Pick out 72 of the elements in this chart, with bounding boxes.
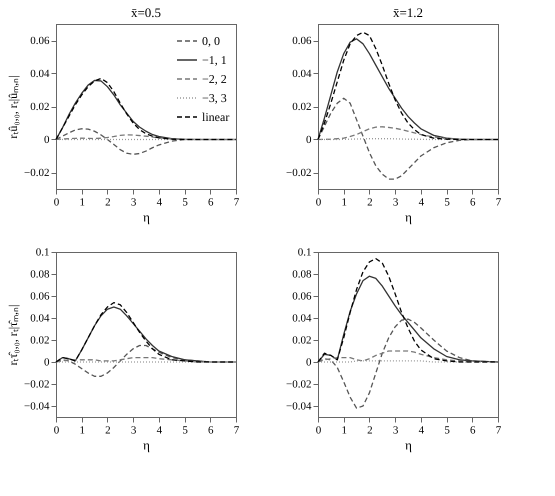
y-tick-label: 0.02 [30,334,50,346]
y-tick-label: 0.06 [292,35,312,47]
line-series [317,276,499,363]
x-tick-label: 2 [367,424,373,436]
x-tick-label: 2 [105,196,111,208]
x-axis-title: η [143,438,150,452]
x-tick-label: 5 [444,424,450,436]
x-tick-label: 5 [444,196,450,208]
x-tick-label: 2 [105,424,111,436]
x-tick-label: 5 [182,196,188,208]
y-tick-label: −0.02 [24,378,50,390]
x-tick-label: 2 [367,196,373,208]
y-tick-label: 0.06 [292,290,312,302]
x-tick-label: 0 [316,196,322,208]
y-tick-label: 0.04 [30,68,50,80]
x-axis-title: η [405,210,412,224]
y-tick-label: −0.04 [286,400,312,412]
x-tick-label: 1 [79,196,85,208]
y-tick-label: 0.06 [30,35,50,47]
x-tick-label: 7 [496,196,502,208]
y-tick-label: 0.02 [30,101,50,113]
x-tick-label: 1 [79,424,85,436]
y-tick-label: 0 [306,356,312,368]
x-tick-label: 4 [156,424,163,436]
chart-title: x̄=0.5 [130,5,162,20]
x-tick-label: 4 [156,196,163,208]
x-tick-label: 4 [418,196,425,208]
y-tick-label: 0 [44,356,50,368]
y-tick-label: −0.02 [24,167,50,179]
x-axis-title: η [405,438,412,452]
y-tick-label: −0.02 [286,167,312,179]
y-tick-label: 0.06 [30,290,50,302]
x-tick-label: 6 [208,424,214,436]
x-tick-label: 6 [470,424,476,436]
y-tick-label: 0.08 [30,268,50,280]
x-tick-label: 3 [392,196,399,208]
x-tick-label: 0 [54,424,60,436]
x-tick-label: 3 [130,196,137,208]
y-tick-label: 0.04 [30,312,50,324]
x-tick-label: 7 [496,424,502,436]
y-tick-label: 0.1 [298,246,312,258]
x-tick-label: 6 [470,196,476,208]
legend-label: −1, 1 [202,53,227,67]
x-tick-label: 5 [182,424,188,436]
y-tick-label: −0.02 [286,378,312,390]
legend-label: −2, 2 [202,72,227,86]
legend-label: 0, 0 [202,34,220,48]
y-tick-label: 0.02 [292,101,312,113]
x-tick-label: 3 [130,424,137,436]
y-tick-label: 0.04 [292,68,312,80]
x-tick-label: 6 [208,196,214,208]
y-tick-label: 0.02 [292,334,312,346]
y-tick-label: 0 [44,134,50,146]
legend-label: −3, 3 [202,91,227,105]
x-tick-label: 1 [341,424,347,436]
x-tick-label: 0 [54,196,60,208]
y-axis-title: rₜû₀,₀, rₜ|ûₘ,ₙ| [6,75,20,139]
y-tick-label: −0.04 [24,400,50,412]
x-tick-label: 7 [234,424,240,436]
x-tick-label: 4 [418,424,425,436]
x-tick-label: 0 [316,424,322,436]
x-tick-label: 7 [234,196,240,208]
legend-label: linear [202,110,230,124]
y-tick-label: 0.08 [292,268,312,280]
y-tick-label: 0 [306,134,312,146]
x-axis-title: η [143,210,150,224]
y-axis-title: rₜτ̂₀,₀, rₜ|τ̂ₘ,ₙ| [6,304,20,366]
x-tick-label: 1 [341,196,347,208]
chart-title: x̄=1.2 [392,5,424,20]
x-tick-label: 3 [392,424,399,436]
y-tick-label: 0.04 [292,312,312,324]
y-tick-label: 0.1 [36,246,50,258]
